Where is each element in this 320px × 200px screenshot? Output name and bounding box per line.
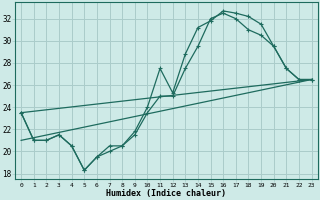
X-axis label: Humidex (Indice chaleur): Humidex (Indice chaleur) — [106, 189, 226, 198]
